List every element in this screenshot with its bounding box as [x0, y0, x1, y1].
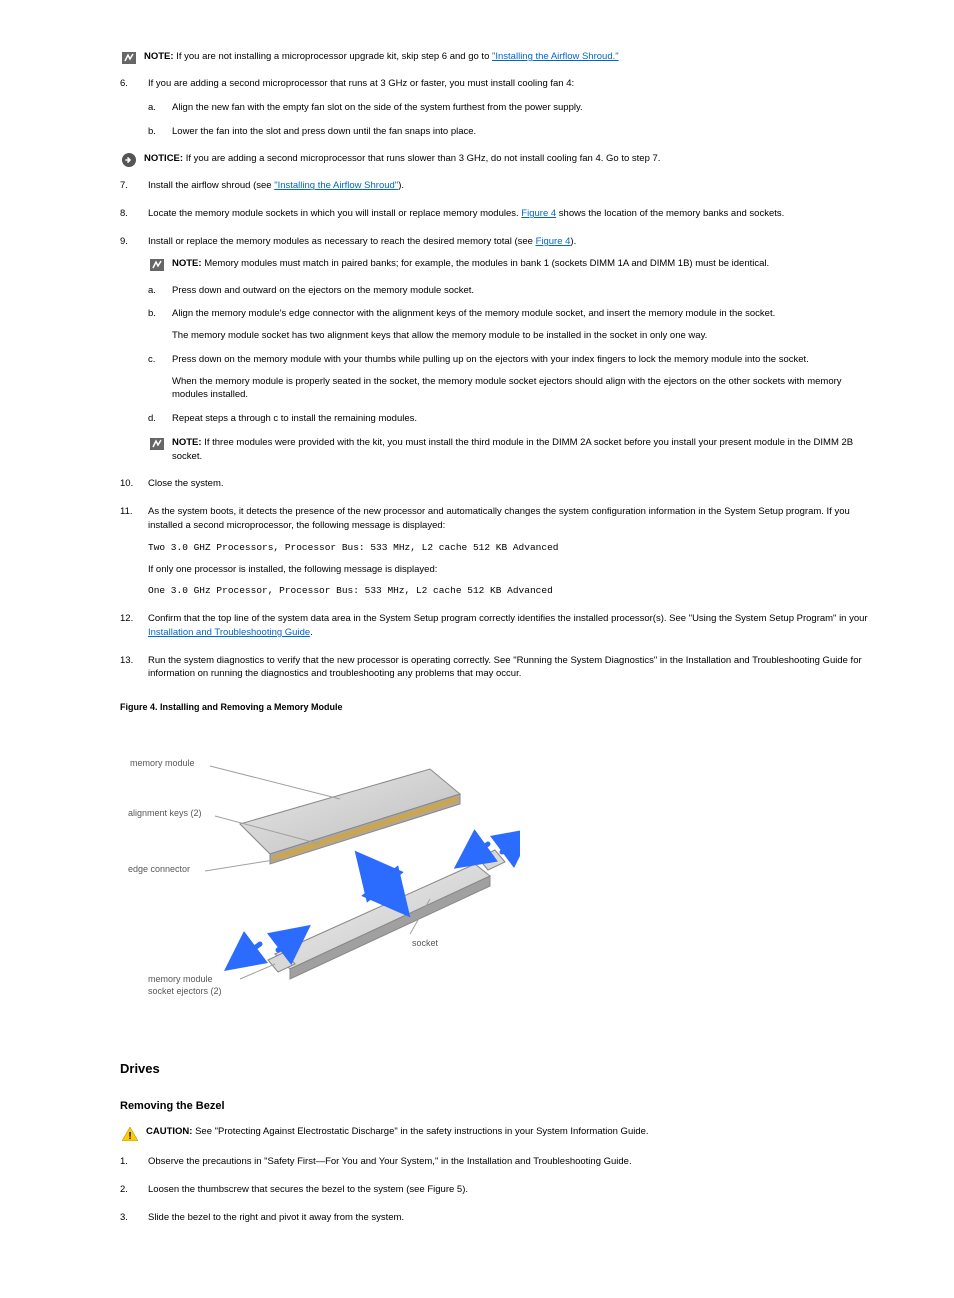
note-skip-step6: NOTE: If you are not installing a microp… [120, 50, 869, 65]
step-9b: Align the memory module's edge connector… [172, 307, 869, 343]
step-7: Install the airflow shroud (see "Install… [148, 179, 869, 193]
note-body: Memory modules must match in paired bank… [204, 258, 769, 269]
figure-4-link-2[interactable]: Figure 4 [536, 236, 571, 247]
step-9-text2: ). [570, 236, 576, 247]
note-icon [148, 437, 166, 451]
step-8-text2: shows the location of the memory banks a… [556, 208, 784, 219]
note-three-modules: NOTE: If three modules were provided wit… [148, 436, 869, 464]
note-label: NOTE: [144, 51, 174, 62]
figure-4-link-1[interactable]: Figure 4 [521, 208, 556, 219]
notice-text: NOTICE: If you are adding a second micro… [144, 152, 869, 166]
note-label: NOTE: [172, 437, 202, 448]
step-9: Install or replace the memory modules as… [148, 235, 869, 464]
step-12-text1: Confirm that the top line of the system … [148, 613, 868, 624]
notice-body: If you are adding a second microprocesso… [186, 153, 661, 164]
step-11-msg2: If only one processor is installed, the … [148, 563, 869, 577]
step-7-text2: ). [398, 180, 404, 191]
install-airflow-shroud-link[interactable]: "Installing the Airflow Shroud." [492, 51, 619, 62]
caution-label: CAUTION: [146, 1126, 192, 1137]
step-9b-note: The memory module socket has two alignme… [172, 329, 869, 343]
step-8-text1: Locate the memory module sockets in whic… [148, 208, 521, 219]
processor-msg-two: Two 3.0 GHZ Processors, Processor Bus: 5… [148, 541, 869, 555]
step-7-text1: Install the airflow shroud (see [148, 180, 274, 191]
processor-msg-one: One 3.0 GHz Processor, Processor Bus: 53… [148, 584, 869, 598]
step-12: Confirm that the top line of the system … [148, 612, 869, 640]
removing-bezel-heading: Removing the Bezel [120, 1099, 869, 1115]
step-10: Close the system. [148, 477, 869, 491]
notice-icon [120, 153, 138, 167]
svg-text:!: ! [128, 1131, 131, 1141]
step-9c-text: Press down on the memory module with you… [172, 354, 809, 365]
caution-esd: ! CAUTION: See "Protecting Against Elect… [120, 1125, 869, 1143]
figure-label-memory-module: memory module [130, 758, 195, 768]
note-matched-banks: NOTE: Memory modules must match in paire… [148, 257, 869, 272]
step-11-text: As the system boots, it detects the pres… [148, 506, 850, 531]
step-9c-note: When the memory module is properly seate… [172, 375, 869, 403]
step-9-text1: Install or replace the memory modules as… [148, 236, 536, 247]
step-6: If you are adding a second microprocesso… [148, 77, 869, 138]
step-6b: Lower the fan into the slot and press do… [172, 125, 869, 139]
figure-label-ejectors-line2: socket ejectors (2) [148, 986, 222, 996]
notice-no-fan4: NOTICE: If you are adding a second micro… [120, 152, 869, 167]
figure-4-illustration: memory module alignment keys (2) edge co… [120, 724, 520, 1034]
install-airflow-shroud-link-2[interactable]: "Installing the Airflow Shroud" [274, 180, 398, 191]
note-icon [148, 258, 166, 272]
step-6-text: If you are adding a second microprocesso… [148, 78, 574, 89]
figure-label-ejectors-line1: memory module [148, 974, 213, 984]
note-text: NOTE: If you are not installing a microp… [144, 50, 869, 64]
drives-step-1: Observe the precautions in "Safety First… [148, 1155, 869, 1169]
notice-label: NOTICE: [144, 153, 183, 164]
figure-label-socket: socket [412, 938, 439, 948]
step-8: Locate the memory module sockets in whic… [148, 207, 869, 221]
caution-icon: ! [120, 1125, 140, 1143]
note-body-before: If you are not installing a microprocess… [176, 51, 492, 62]
note-body: If three modules were provided with the … [172, 437, 853, 462]
step-9c: Press down on the memory module with you… [172, 353, 869, 402]
figure-label-edge-connector: edge connector [128, 864, 190, 874]
figure-label-alignment-keys: alignment keys (2) [128, 808, 202, 818]
step-9b-text: Align the memory module's edge connector… [172, 308, 775, 319]
drives-heading: Drives [120, 1060, 869, 1079]
step-6a: Align the new fan with the empty fan slo… [172, 101, 869, 115]
install-troubleshoot-guide-link[interactable]: Installation and Troubleshooting Guide [148, 627, 310, 638]
step-12-text2: . [310, 627, 313, 638]
step-9a: Press down and outward on the ejectors o… [172, 284, 869, 298]
caution-body: See "Protecting Against Electrostatic Di… [195, 1126, 648, 1137]
step-9d: Repeat steps a through c to install the … [172, 412, 869, 426]
note-label: NOTE: [172, 258, 202, 269]
step-13: Run the system diagnostics to verify tha… [148, 654, 869, 682]
drives-step-3: Slide the bezel to the right and pivot i… [148, 1211, 869, 1225]
step-11: As the system boots, it detects the pres… [148, 505, 869, 598]
figure-4-caption: Figure 4. Installing and Removing a Memo… [120, 701, 869, 714]
drives-step-2: Loosen the thumbscrew that secures the b… [148, 1183, 869, 1197]
note-icon [120, 51, 138, 65]
